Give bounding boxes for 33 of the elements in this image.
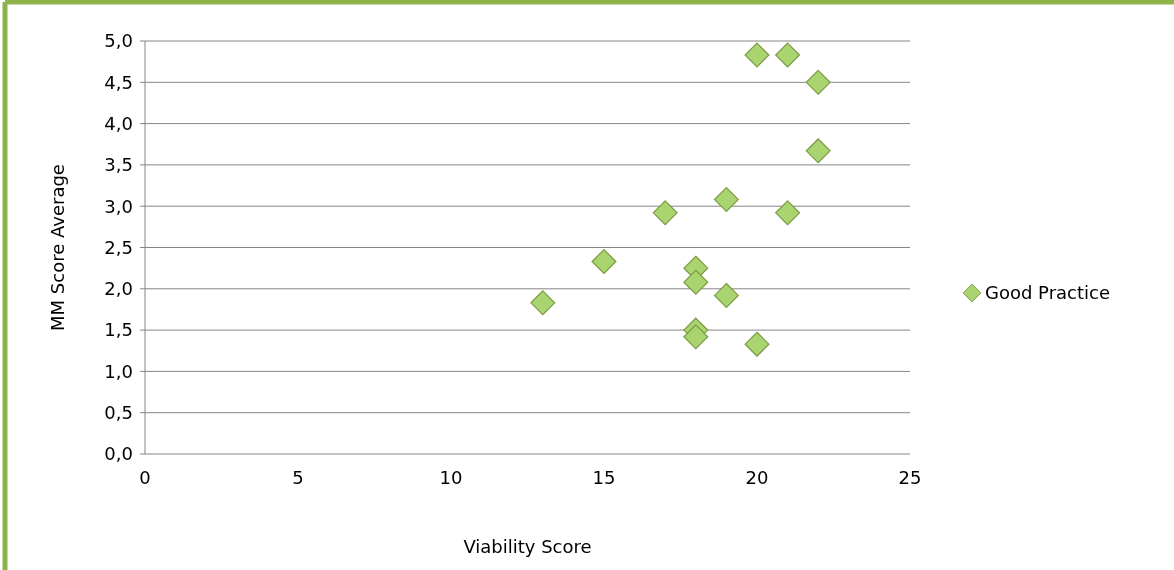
- point: [683, 324, 709, 350]
- legend-label: Good Practice: [985, 282, 1111, 304]
- point: [744, 42, 770, 68]
- y-tick-label: 0,5: [104, 402, 133, 423]
- point: [530, 290, 556, 316]
- y-axis-title: MM Score Average: [47, 164, 68, 331]
- y-tick-label: 5,0: [104, 30, 133, 52]
- x-tick-label: 0: [139, 467, 151, 488]
- y-tick-label: 3,0: [104, 195, 133, 217]
- x-tick-label: 5: [292, 467, 304, 488]
- y-tick-label: 4,0: [104, 112, 133, 134]
- point: [652, 200, 678, 226]
- point: [713, 282, 739, 308]
- x-tick-label: 15: [592, 467, 616, 488]
- point: [683, 269, 709, 295]
- point: [775, 42, 801, 68]
- point: [775, 200, 801, 226]
- x-axis-title: Viability Score: [463, 536, 592, 557]
- point: [744, 331, 770, 357]
- point: [591, 249, 617, 275]
- point: [805, 138, 831, 164]
- y-tick-label: 3,5: [104, 154, 133, 176]
- point: [805, 69, 831, 95]
- y-tick-label: 1,5: [104, 319, 133, 341]
- y-tick-label: 2,5: [104, 236, 133, 258]
- y-tick-label: 0,0: [104, 443, 133, 465]
- y-tick-label: 1,0: [104, 360, 133, 382]
- y-tick-label: 2,0: [104, 278, 133, 300]
- x-tick-label: 25: [898, 467, 922, 488]
- x-tick-label: 20: [745, 467, 769, 488]
- x-tick-label: 10: [439, 467, 463, 488]
- point: [713, 187, 739, 213]
- y-tick-label: 4,5: [104, 71, 133, 93]
